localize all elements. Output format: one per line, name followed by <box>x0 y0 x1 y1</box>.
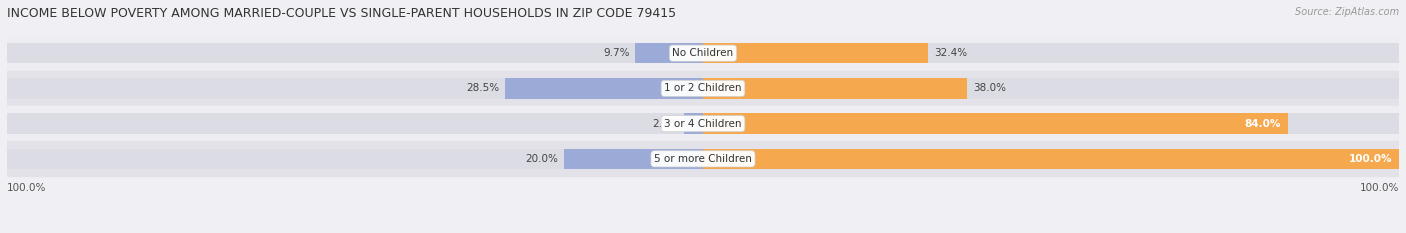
Bar <box>703 78 967 99</box>
Text: 84.0%: 84.0% <box>1244 119 1281 129</box>
Text: 38.0%: 38.0% <box>973 83 1007 93</box>
Text: 5 or more Children: 5 or more Children <box>654 154 752 164</box>
Text: 2.7%: 2.7% <box>652 119 679 129</box>
Bar <box>505 78 703 99</box>
Bar <box>703 43 928 63</box>
Text: Source: ZipAtlas.com: Source: ZipAtlas.com <box>1295 7 1399 17</box>
Bar <box>7 141 1399 176</box>
Text: 100.0%: 100.0% <box>1360 183 1399 193</box>
Bar <box>7 78 703 99</box>
Text: 3 or 4 Children: 3 or 4 Children <box>664 119 742 129</box>
Text: No Children: No Children <box>672 48 734 58</box>
Bar <box>703 149 1399 169</box>
Bar <box>7 106 1399 141</box>
Bar <box>703 113 1288 134</box>
Bar <box>703 149 1399 169</box>
Bar <box>564 149 703 169</box>
Text: 28.5%: 28.5% <box>465 83 499 93</box>
Bar <box>7 36 1399 71</box>
Bar <box>703 78 1399 99</box>
Text: 100.0%: 100.0% <box>7 183 46 193</box>
Bar <box>703 43 1399 63</box>
Text: 9.7%: 9.7% <box>603 48 630 58</box>
Text: 100.0%: 100.0% <box>1348 154 1392 164</box>
Bar <box>685 113 703 134</box>
Bar <box>7 43 703 63</box>
Text: 1 or 2 Children: 1 or 2 Children <box>664 83 742 93</box>
Bar <box>703 113 1399 134</box>
Text: 20.0%: 20.0% <box>526 154 558 164</box>
Bar <box>636 43 703 63</box>
Bar <box>7 149 703 169</box>
Bar <box>7 71 1399 106</box>
Text: INCOME BELOW POVERTY AMONG MARRIED-COUPLE VS SINGLE-PARENT HOUSEHOLDS IN ZIP COD: INCOME BELOW POVERTY AMONG MARRIED-COUPL… <box>7 7 676 20</box>
Bar <box>7 113 703 134</box>
Text: 32.4%: 32.4% <box>934 48 967 58</box>
